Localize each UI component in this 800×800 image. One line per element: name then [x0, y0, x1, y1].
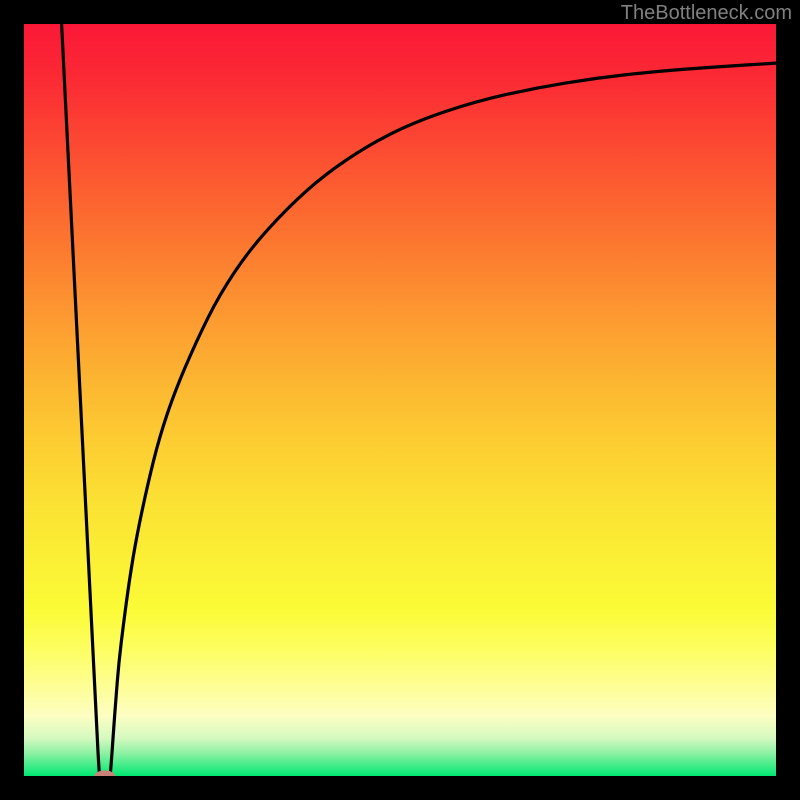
attribution-text: TheBottleneck.com — [621, 2, 792, 25]
bottleneck-chart — [24, 24, 776, 776]
chart-plot-area — [24, 24, 776, 776]
chart-background — [24, 24, 776, 776]
